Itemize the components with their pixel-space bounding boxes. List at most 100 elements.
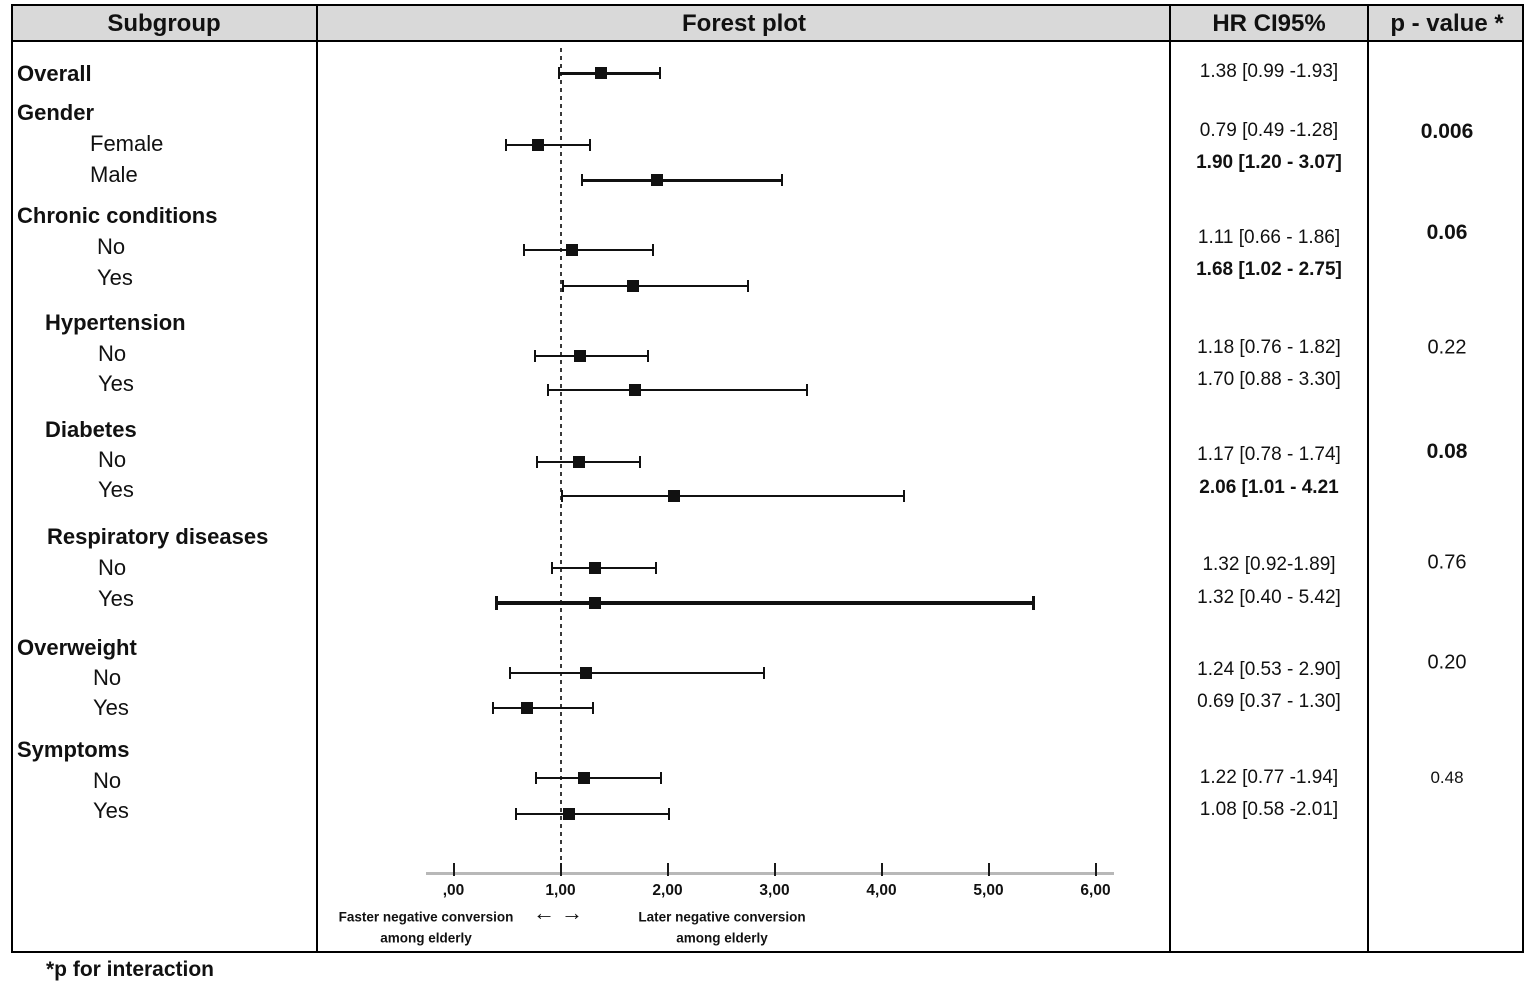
subgroup-item-label: Yes (93, 798, 129, 823)
hr-marker (572, 456, 585, 468)
subgroup-item-label: Yes (97, 265, 133, 290)
ci-bar (536, 461, 640, 463)
ci-cap-right (659, 67, 661, 79)
ci-bar (535, 777, 662, 779)
axis-tick (880, 863, 883, 876)
hr-marker (532, 139, 545, 151)
subgroup-item-label: Yes (98, 586, 134, 611)
hr-ci-value: 1.08 [0.58 -2.01] (1199, 799, 1339, 820)
ci-cap-right (805, 384, 808, 396)
subgroup-item-label: Yes (98, 477, 134, 502)
ci-cap-right (591, 702, 594, 714)
ci-cap-left (494, 596, 498, 610)
hr-marker (588, 597, 601, 609)
subgroup-group-label: Hypertension (45, 310, 186, 335)
ci-cap-left (504, 139, 507, 151)
ci-cap-left (523, 244, 526, 256)
ci-cap-right (902, 490, 905, 502)
p-value: 0.08 (1426, 440, 1468, 463)
hr-marker (627, 280, 640, 292)
hr-marker (629, 384, 642, 396)
hr-marker (588, 562, 601, 574)
axis-tick (773, 863, 776, 876)
p-value: 0.76 (1427, 551, 1467, 574)
ci-cap-right (762, 667, 765, 679)
ci-cap-right (589, 139, 592, 151)
hr-ci-value: 1.70 [0.88 - 3.30] (1197, 369, 1341, 390)
subgroup-item-label: Male (90, 162, 138, 187)
subgroup-group-label: Diabetes (45, 417, 137, 442)
hr-ci-value: 1.32 [0.92-1.89] (1202, 554, 1336, 575)
hr-ci-value: 1.18 [0.76 - 1.82] (1197, 337, 1341, 358)
ci-cap-right (746, 280, 749, 292)
header-forest-plot: Forest plot (682, 10, 806, 37)
axis-tick-label: 6,00 (1080, 882, 1111, 899)
ci-bar (551, 567, 656, 569)
column-divider (316, 4, 318, 953)
hr-ci-value: 0.79 [0.49 -1.28] (1199, 120, 1339, 141)
ci-cap-right (654, 562, 657, 574)
x-axis-line (426, 872, 1114, 875)
subgroup-item-label: No (98, 555, 127, 580)
column-divider (1367, 4, 1369, 953)
ci-cap-right (667, 808, 670, 820)
subgroup-group-label: Symptoms (17, 737, 130, 762)
ci-cap-left (561, 280, 564, 292)
hr-marker (578, 772, 591, 784)
hr-marker (580, 667, 593, 679)
hr-ci-value: 1.24 [0.53 - 2.90] (1197, 659, 1341, 680)
hr-ci-value: 2.06 [1.01 - 4.21 (1199, 477, 1339, 498)
subgroup-item-label: Yes (98, 371, 134, 396)
hr-marker (521, 702, 534, 714)
hr-ci-value: 1.32 [0.40 - 5.42] (1197, 587, 1341, 608)
subgroup-item-label: No (98, 447, 127, 472)
hr-marker (667, 490, 680, 502)
axis-tick (452, 863, 455, 876)
ci-bar (496, 601, 1034, 605)
ci-cap-right (1031, 596, 1035, 610)
subgroup-item-label: Yes (93, 695, 129, 720)
axis-tick-label: 2,00 (652, 882, 683, 899)
ci-cap-left (558, 67, 561, 79)
left-arrow-icon: ← (533, 900, 555, 925)
table-header-row (11, 4, 1524, 42)
p-value: 0.20 (1427, 651, 1467, 674)
ci-cap-left (534, 772, 537, 784)
column-divider (1169, 4, 1171, 953)
axis-tick-label: ,00 (442, 882, 465, 899)
ci-bar (515, 812, 669, 816)
ci-bar (559, 71, 660, 75)
hr-ci-value: 1.68 [1.02 - 2.75] (1196, 259, 1342, 280)
ci-cap-right (638, 456, 641, 468)
ci-bar (534, 355, 649, 357)
hr-ci-value: 1.38 [0.99 -1.93] (1199, 61, 1339, 82)
axis-tick-label: 4,00 (866, 882, 897, 899)
ci-cap-left (509, 667, 512, 679)
subgroup-group-label: Gender (17, 100, 95, 125)
subgroup-item-label: Female (90, 131, 164, 156)
hr-marker (595, 67, 608, 79)
subgroup-group-label: Respiratory diseases (47, 524, 269, 549)
ci-cap-right (647, 350, 650, 362)
ci-cap-left (560, 490, 563, 502)
p-value: 0.006 (1420, 120, 1474, 143)
subgroup-group-label: Overweight (17, 635, 137, 660)
axis-tick-label: 3,00 (759, 882, 790, 899)
axis-tick (987, 863, 990, 876)
axis-tick (1094, 863, 1097, 876)
axis-tick (666, 863, 669, 876)
subgroup-group-label: Chronic conditions (17, 203, 218, 228)
subgroup-item-label: Overall (17, 61, 92, 86)
hr-marker (566, 244, 579, 256)
left-annotation-line2: among elderly (380, 930, 472, 946)
ci-bar (547, 389, 807, 391)
p-value: 0.48 (1430, 768, 1464, 787)
axis-tick (559, 863, 562, 876)
ci-cap-left (535, 456, 538, 468)
ci-cap-left (533, 350, 536, 362)
left-annotation-line1: Faster negative conversion (338, 909, 514, 925)
ci-bar (524, 249, 653, 251)
p-value: 0.06 (1426, 221, 1468, 244)
axis-tick-label: 5,00 (973, 882, 1004, 899)
